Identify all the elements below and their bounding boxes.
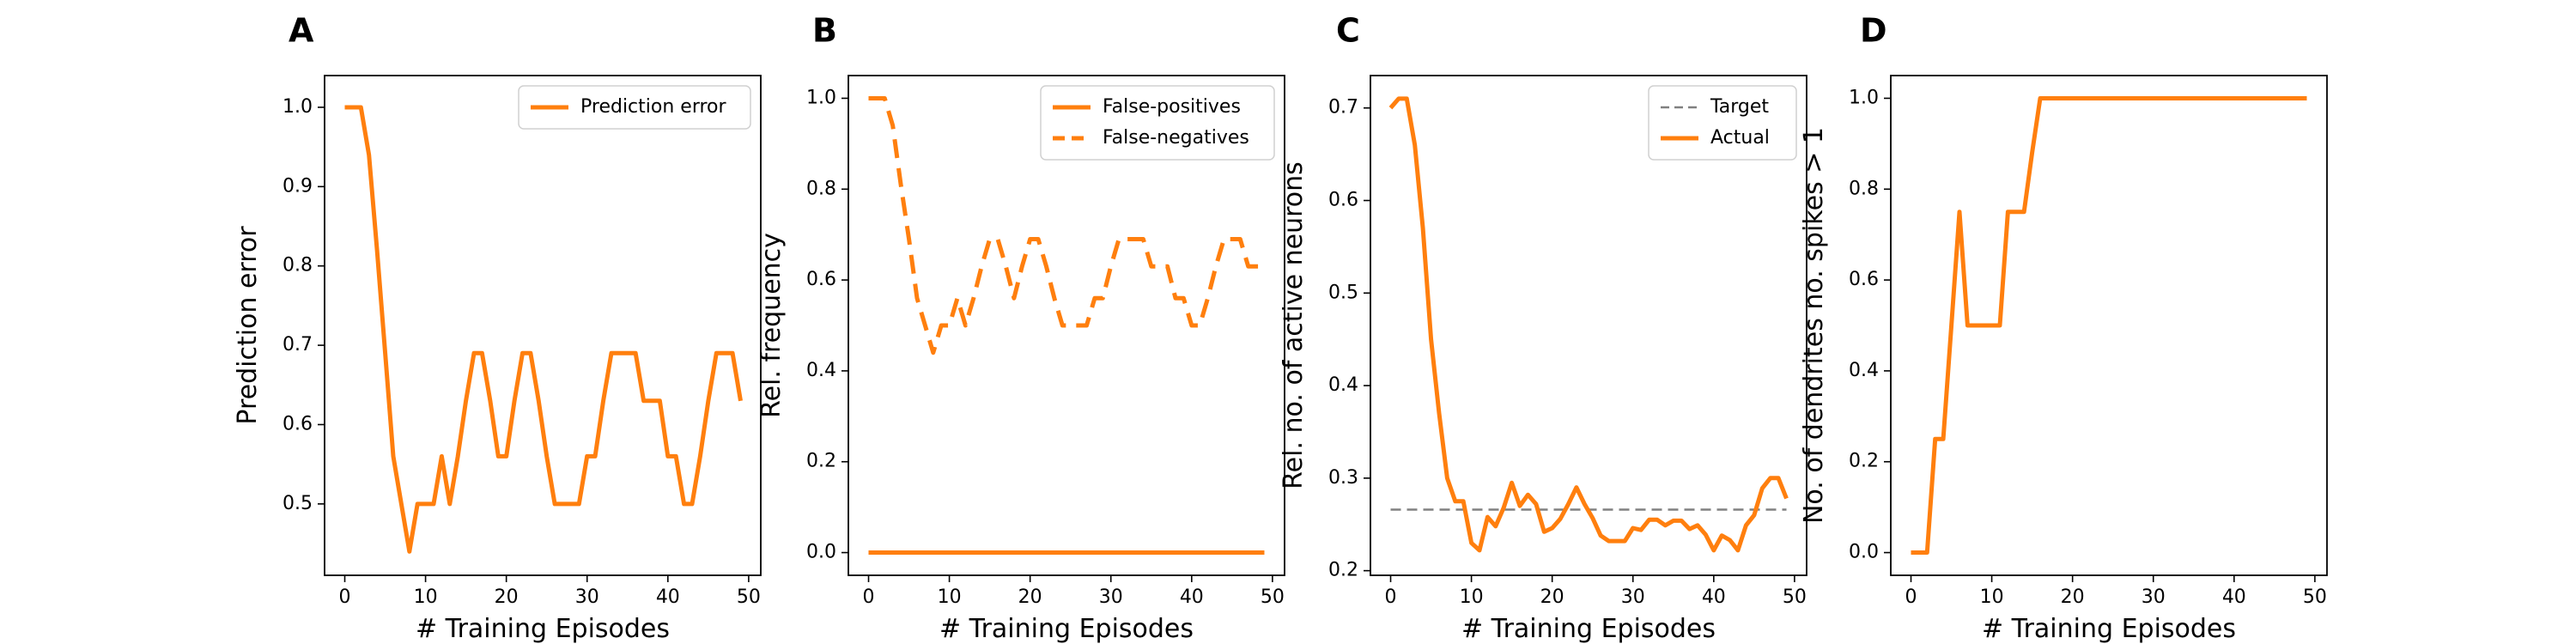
y-tick-label: 0.4: [806, 360, 836, 381]
series-line-actual: [1388, 96, 1789, 553]
y-axis-label: Prediction error: [233, 226, 263, 425]
x-tick-label: 20: [1540, 586, 1564, 608]
series-line-prediction-error: [344, 105, 743, 554]
y-tick-label: 0.8: [1849, 178, 1879, 199]
x-axis-label: # Training Episodes: [416, 614, 670, 644]
x-tick-label: 10: [938, 586, 962, 608]
legend-box: [1040, 85, 1275, 161]
x-tick-label: 50: [1261, 586, 1285, 608]
panel-A: A 0 10 20 30 40 50 0.5 0.6 0.7 0.8 0.9 1.0 # Training…: [233, 12, 762, 644]
x-tick-label: 50: [2303, 586, 2327, 608]
x-tick-label: 20: [1018, 586, 1042, 608]
x-tick-label: 0: [339, 586, 351, 608]
y-tick-label: 0.4: [1849, 360, 1879, 381]
y-tick-label: 0.6: [1328, 190, 1358, 211]
legend-box: [518, 85, 751, 130]
panel-letter: B: [812, 12, 837, 50]
y-tick-label: 0.8: [283, 255, 313, 276]
series-line-false-negatives: [868, 96, 1265, 355]
x-axis-label: # Training Episodes: [939, 614, 1194, 644]
y-tick-label: 0.6: [283, 413, 313, 434]
legend-label: Target: [1710, 96, 1769, 118]
y-tick-label: 1.0: [283, 96, 313, 118]
legend-label: Prediction error: [580, 96, 726, 118]
x-tick-label: 20: [2061, 586, 2085, 608]
legend: Target Actual: [1648, 85, 1797, 161]
x-tick-label: 10: [414, 586, 438, 608]
x-tick-label: 0: [863, 586, 875, 608]
x-tick-label: 30: [2142, 586, 2166, 608]
x-tick-label: 10: [1980, 586, 2004, 608]
x-tick-label: 50: [1783, 586, 1807, 608]
legend: Prediction error: [518, 85, 751, 130]
y-tick-label: 0.0: [806, 542, 836, 563]
x-tick-label: 0: [1905, 586, 1917, 608]
panel-letter: D: [1860, 12, 1887, 50]
panel-letter: C: [1336, 12, 1360, 50]
panel-D: D 0 10 20 30 40 50 0.0 0.2 0.4 0.6 0.8 1.0 # Training…: [1799, 12, 2328, 644]
y-tick-label: 0.5: [283, 493, 313, 514]
y-tick-label: 0.2: [1328, 560, 1358, 581]
axes-frame: [324, 75, 762, 576]
y-tick-label: 0.7: [1328, 97, 1358, 118]
x-tick-label: 30: [1621, 586, 1645, 608]
x-tick-label: 40: [656, 586, 680, 608]
y-tick-label: 0.6: [1849, 269, 1879, 290]
x-tick-label: 40: [1180, 586, 1204, 608]
y-tick-label: 0.2: [806, 451, 836, 472]
y-axis-label: Rel. frequency: [756, 233, 787, 418]
legend-label: Actual: [1710, 127, 1770, 149]
axes-frame: [1370, 75, 1807, 576]
x-tick-label: 0: [1385, 586, 1397, 608]
y-tick-label: 0.6: [806, 269, 836, 290]
y-tick-label: 1.0: [1849, 87, 1879, 108]
x-tick-label: 30: [575, 586, 599, 608]
x-tick-label: 50: [737, 586, 761, 608]
axes-frame: [848, 75, 1285, 576]
x-tick-label: 40: [1702, 586, 1726, 608]
y-tick-label: 1.0: [806, 87, 836, 108]
y-axis-label: No. of dendrites no. spikes > 1: [1799, 127, 1829, 524]
x-tick-label: 30: [1099, 586, 1123, 608]
x-tick-label: 20: [495, 586, 519, 608]
x-axis-label: # Training Episodes: [1982, 614, 2236, 644]
y-tick-label: 0.3: [1328, 467, 1358, 489]
x-tick-label: 10: [1460, 586, 1484, 608]
y-axis-label: Rel. no. of active neurons: [1279, 161, 1309, 489]
panel-B: B 0 10 20 30 40 50 0.0 0.2 0.4 0.6 0.8 1.0 # Training…: [756, 12, 1285, 644]
panel-C: C 0 10 20 30 40 50 0.2 0.3 0.4 0.5 0.6 0.7 # Training…: [1279, 12, 1807, 644]
legend-label: False-positives: [1103, 96, 1241, 118]
legend-box: [1648, 85, 1797, 161]
y-tick-label: 0.0: [1849, 542, 1879, 563]
x-tick-label: 40: [2222, 586, 2246, 608]
y-tick-label: 0.7: [283, 334, 313, 355]
y-tick-label: 0.2: [1849, 451, 1879, 472]
series-line-series-1: [1911, 96, 2307, 555]
y-tick-label: 0.8: [806, 178, 836, 199]
legend-label: False-negatives: [1103, 127, 1249, 149]
axes-frame: [1890, 75, 2328, 576]
y-tick-label: 0.9: [283, 175, 313, 197]
legend: False-positives False-negatives: [1040, 85, 1275, 161]
y-tick-label: 0.5: [1328, 282, 1358, 303]
panel-letter: A: [289, 12, 314, 50]
x-axis-label: # Training Episodes: [1461, 614, 1716, 644]
y-tick-label: 0.4: [1328, 374, 1358, 396]
